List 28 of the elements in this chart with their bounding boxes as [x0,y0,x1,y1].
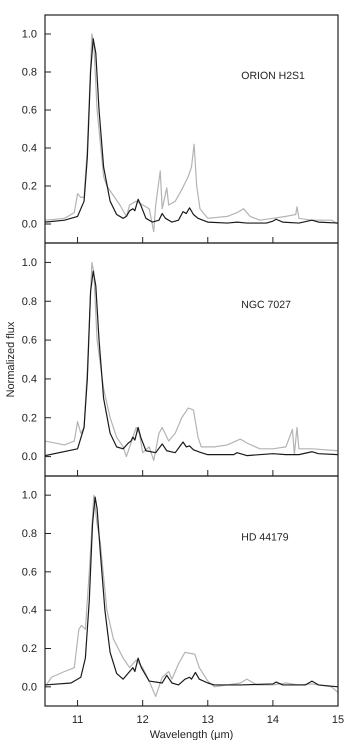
y-tick-label: 0.0 [22,681,37,694]
y-tick-label: 0.8 [22,296,37,308]
y-tick-label: 0.2 [22,412,37,424]
y-tick-label: 0.6 [22,566,37,578]
annotation: NGC 7027 [241,299,292,312]
y-tick-label: 0.0 [22,451,37,464]
x-axis-title: Wavelength (μm) [150,729,234,740]
y-tick-label: 0.4 [22,142,37,155]
x-tick-label: 13 [202,714,214,726]
x-tick-label: 14 [266,714,280,726]
y-tick-label: 0.8 [22,66,37,79]
y-tick-label: 0.2 [22,180,37,193]
y-tick-label: 1.0 [22,490,37,502]
y-tick-label: 1.0 [22,256,37,269]
annotation: ORION H2S1 [241,70,306,82]
y-axis-title: Normalized flux [5,321,17,398]
y-tick-label: 0.6 [22,104,37,117]
y-tick-label: 0.0 [22,218,37,231]
y-tick-label: 1.0 [22,28,37,41]
y-tick-label: 0.4 [22,604,37,617]
annotation: HD 44179 [241,531,289,544]
x-tick-label: 15 [332,714,344,726]
y-tick-label: 0.4 [22,373,37,386]
y-tick-label: 0.2 [22,643,37,656]
y-tick-label: 0.8 [22,528,37,540]
x-tick-label: 11 [72,714,84,726]
x-tick-label: 12 [136,714,149,726]
y-tick-label: 0.6 [22,334,37,347]
